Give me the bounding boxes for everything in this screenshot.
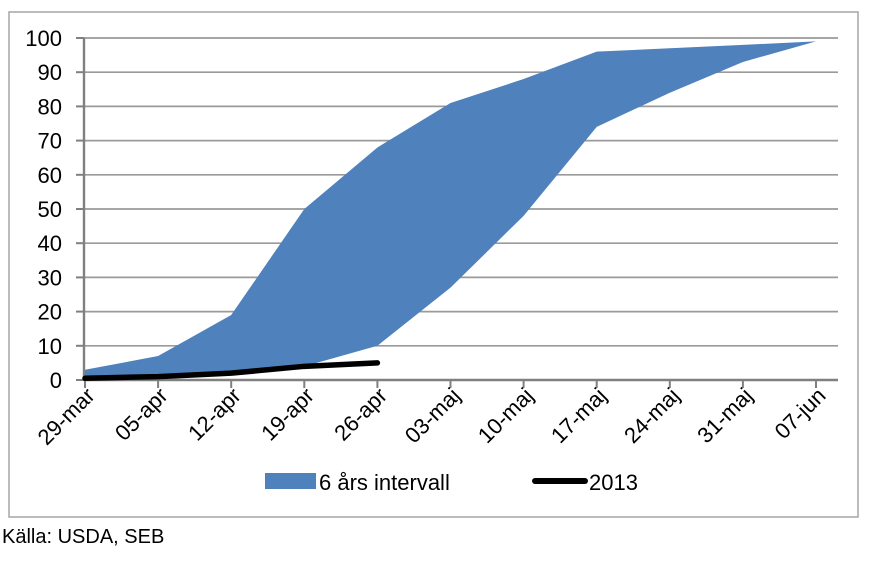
band-series-layer	[85, 41, 816, 381]
legend-band-swatch	[265, 473, 316, 489]
line-2013	[82, 360, 381, 382]
x-axis-label: 29-mar	[33, 383, 100, 450]
y-axis-label: 20	[38, 300, 62, 325]
y-axis-label: 50	[38, 197, 62, 222]
x-axis-label: 10-maj	[473, 383, 538, 448]
y-axis-label: 10	[38, 334, 62, 359]
y-axis-label: 80	[38, 94, 62, 119]
y-axis-label: 30	[38, 265, 62, 290]
y-axis-label: 0	[50, 368, 62, 393]
y-axis-label: 100	[25, 26, 62, 51]
x-axis-label: 19-apr	[256, 383, 319, 446]
legend-band-label: 6 års intervall	[319, 470, 450, 495]
y-axis-label: 90	[38, 60, 62, 85]
x-axis-label: 12-apr	[183, 383, 246, 446]
x-axis-label: 31-maj	[692, 383, 757, 448]
line-series-layer	[82, 360, 381, 382]
source-note: Källa: USDA, SEB	[2, 526, 165, 548]
x-axis-label: 26-apr	[329, 383, 392, 446]
x-axis-label: 24-maj	[619, 383, 684, 448]
x-axis-label: 03-maj	[400, 383, 465, 448]
legend: 6 års intervall 2013	[265, 470, 638, 495]
y-axis-label: 40	[38, 231, 62, 256]
x-axis-label: 17-maj	[546, 383, 611, 448]
x-axis-label: 05-apr	[110, 383, 173, 446]
band-area	[85, 41, 816, 381]
chart-border	[8, 11, 859, 518]
x-axis-label: 07-jun	[770, 383, 831, 444]
legend-line-label: 2013	[589, 470, 638, 495]
y-axis-label: 60	[38, 163, 62, 188]
y-axis-label: 70	[38, 129, 62, 154]
